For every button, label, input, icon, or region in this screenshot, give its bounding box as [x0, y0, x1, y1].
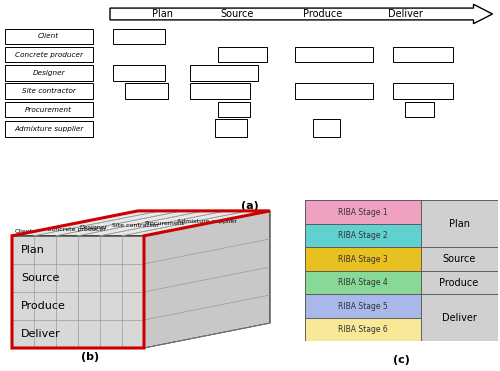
Bar	[295, 83, 372, 99]
Bar	[112, 65, 165, 81]
Text: RIBA Stage 4: RIBA Stage 4	[338, 278, 388, 287]
Text: Deliver: Deliver	[21, 329, 61, 339]
Text: (c): (c)	[393, 355, 409, 365]
Text: Produce: Produce	[440, 278, 478, 288]
Text: Produce: Produce	[303, 9, 342, 19]
Text: Source: Source	[442, 254, 476, 264]
Bar	[125, 83, 168, 99]
Polygon shape	[12, 211, 270, 236]
Text: Client: Client	[14, 229, 32, 234]
Bar	[5, 102, 92, 117]
Bar	[5, 121, 92, 137]
Text: Plan: Plan	[152, 9, 173, 19]
Text: Concrete producer: Concrete producer	[14, 52, 83, 58]
Bar	[392, 47, 452, 62]
Text: Admixture supplier: Admixture supplier	[176, 219, 236, 224]
Bar	[295, 47, 372, 62]
Text: Plan: Plan	[21, 245, 45, 255]
Text: RIBA Stage 3: RIBA Stage 3	[338, 255, 388, 263]
Bar	[305, 318, 420, 341]
Bar	[215, 119, 246, 137]
Text: Procurement: Procurement	[144, 221, 184, 226]
Text: (a): (a)	[241, 201, 259, 211]
Text: Designer: Designer	[79, 225, 108, 230]
Text: RIBA Stage 5: RIBA Stage 5	[338, 302, 388, 311]
Text: Produce: Produce	[21, 301, 66, 311]
Text: Procurement: Procurement	[25, 106, 72, 112]
Bar	[420, 271, 498, 294]
Polygon shape	[144, 211, 270, 348]
Bar	[5, 47, 92, 62]
Text: Admixture supplier: Admixture supplier	[14, 126, 84, 132]
Bar	[5, 83, 92, 99]
Text: Site contractor: Site contractor	[112, 223, 158, 228]
Bar	[405, 102, 434, 117]
Text: Deliver: Deliver	[388, 9, 422, 19]
Bar	[112, 29, 165, 44]
Text: Source: Source	[221, 9, 254, 19]
Bar	[305, 200, 420, 224]
Bar	[305, 247, 420, 271]
Bar	[305, 224, 420, 247]
Bar	[312, 119, 340, 137]
Text: Deliver: Deliver	[442, 313, 476, 323]
Bar	[420, 247, 498, 271]
Text: (b): (b)	[81, 352, 99, 362]
Polygon shape	[110, 4, 492, 24]
Bar	[218, 102, 250, 117]
Bar	[5, 29, 92, 44]
Text: Source: Source	[21, 273, 59, 283]
Bar	[5, 65, 92, 81]
Text: Client: Client	[38, 33, 60, 39]
Bar	[305, 271, 420, 294]
Bar	[305, 294, 420, 318]
Text: Designer: Designer	[32, 70, 65, 76]
Bar	[392, 83, 452, 99]
Text: Site contractor: Site contractor	[22, 88, 76, 94]
Bar	[190, 83, 250, 99]
Text: Plan: Plan	[448, 219, 469, 229]
Bar	[190, 65, 258, 81]
Text: RIBA Stage 2: RIBA Stage 2	[338, 231, 388, 240]
Bar	[218, 47, 266, 62]
Text: Concrete producer: Concrete producer	[46, 227, 106, 232]
Text: RIBA Stage 6: RIBA Stage 6	[338, 325, 388, 334]
Text: RIBA Stage 1: RIBA Stage 1	[338, 208, 388, 217]
Bar	[12, 236, 144, 348]
Bar	[420, 200, 498, 247]
Bar	[420, 294, 498, 341]
